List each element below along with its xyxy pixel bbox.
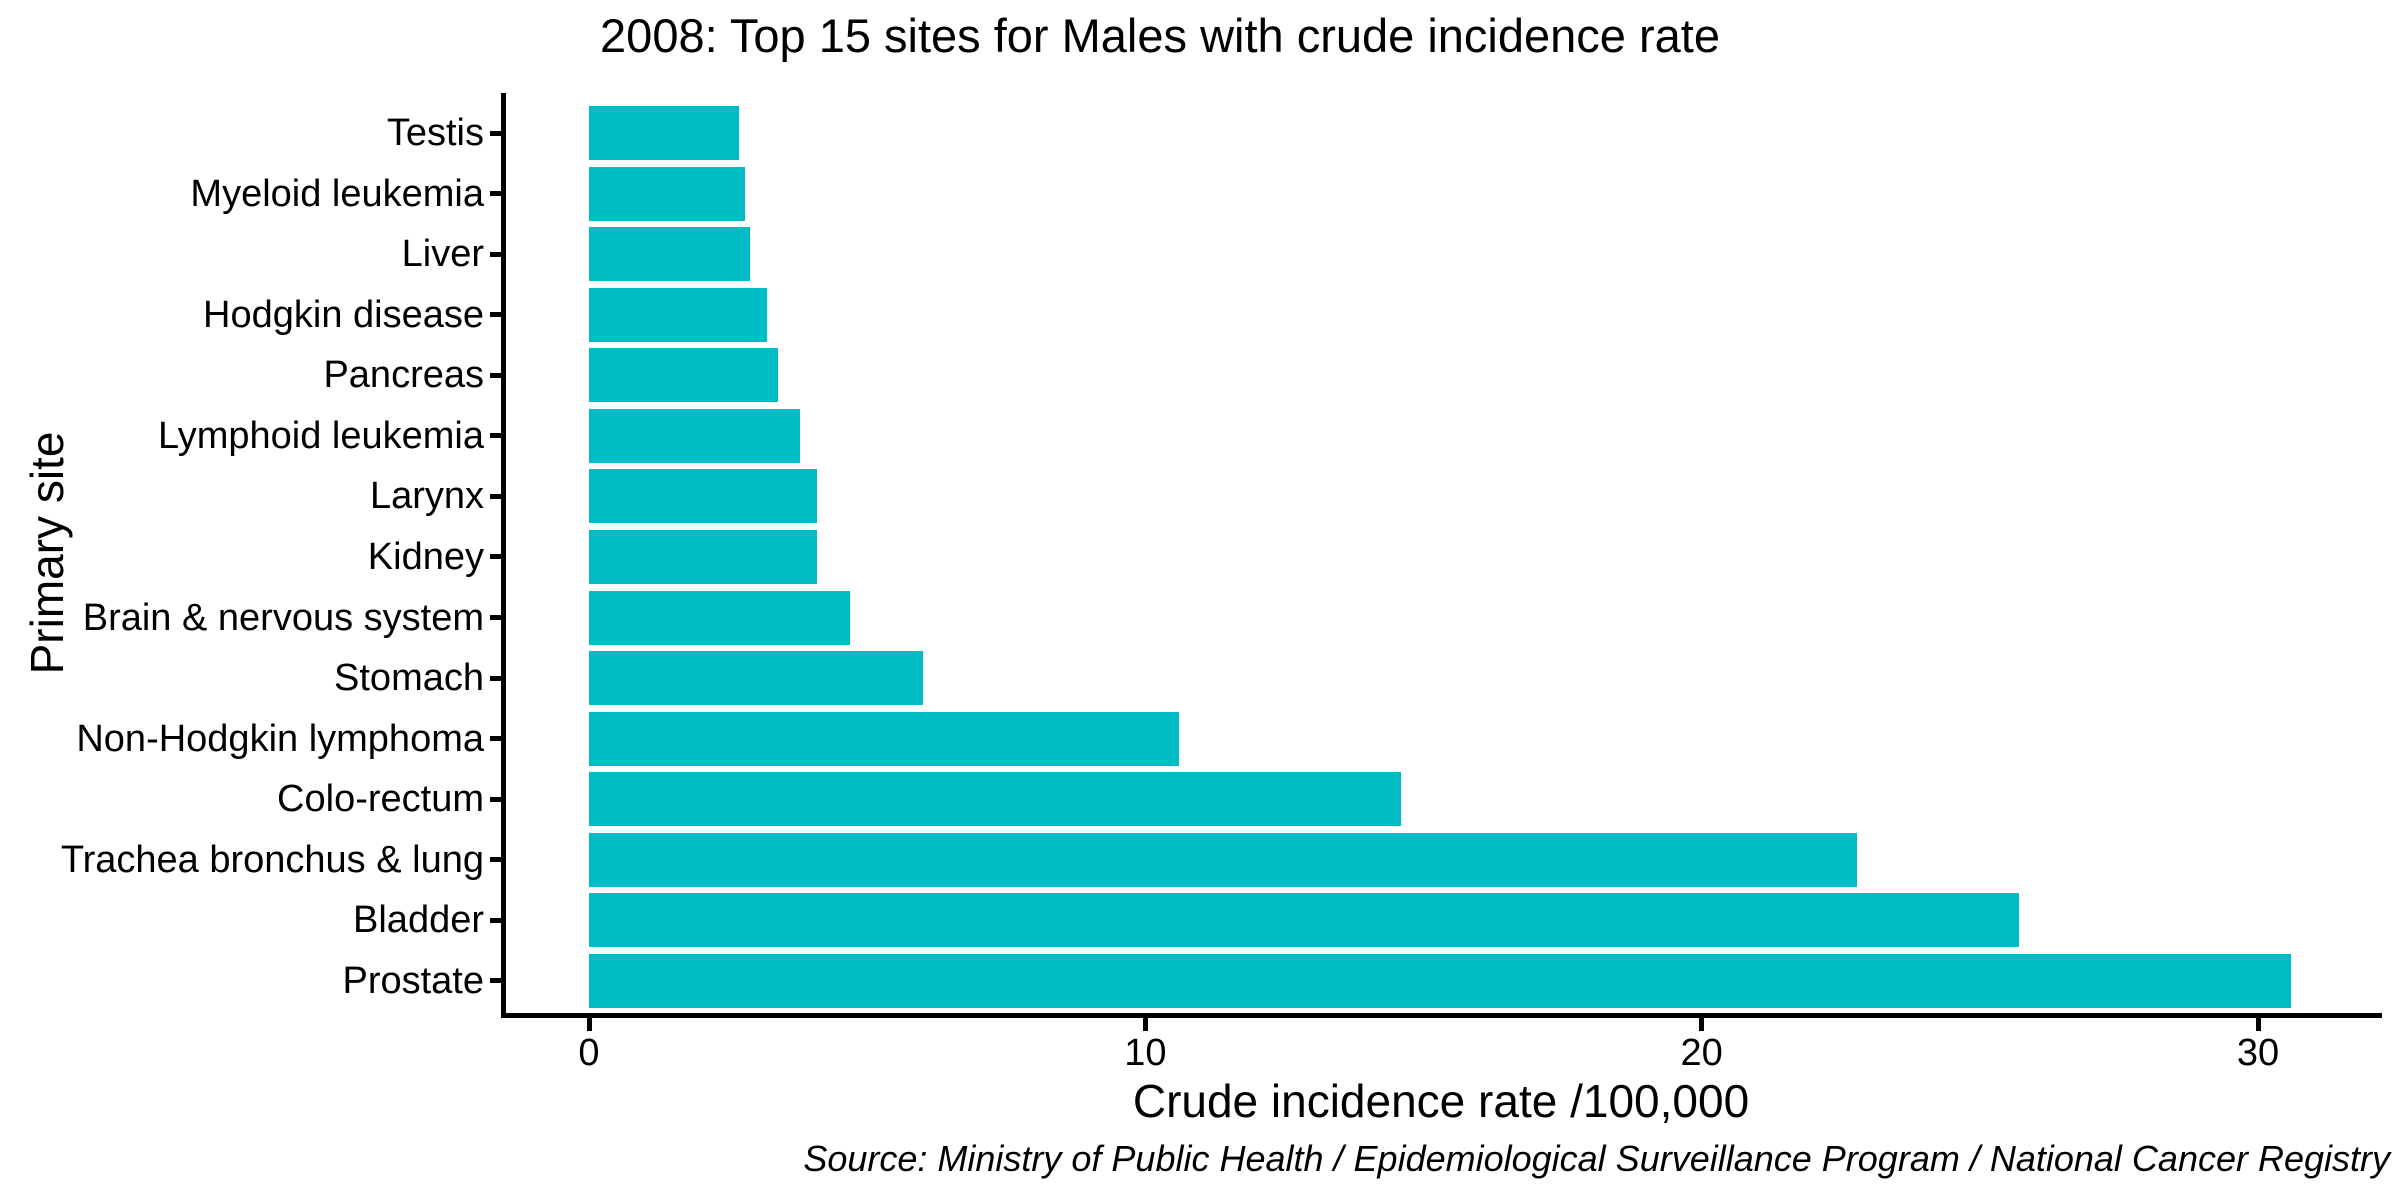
x-tick: [1699, 1018, 1705, 1031]
bar: [589, 529, 818, 584]
x-tick: [2255, 1018, 2261, 1031]
category-label: Bladder: [353, 899, 484, 942]
source-note: Source: Ministry of Public Health / Epid…: [803, 1138, 2390, 1179]
chart-title: 2008: Top 15 sites for Males with crude …: [600, 9, 1720, 62]
x-tick-label: 20: [1680, 1032, 1723, 1074]
y-tick: [490, 554, 502, 560]
y-tick: [490, 191, 502, 197]
bar: [589, 287, 768, 342]
bar: [589, 106, 740, 160]
category-label: Prostate: [342, 959, 484, 1002]
x-axis-line: [501, 1013, 2382, 1018]
bar: [589, 953, 2292, 1008]
y-tick: [490, 433, 502, 439]
x-tick-label: 30: [2236, 1032, 2280, 1074]
y-tick: [490, 130, 502, 136]
bar: [589, 590, 851, 645]
y-tick: [490, 978, 502, 984]
y-tick: [490, 796, 502, 802]
category-label: Brain & nervous system: [82, 596, 484, 639]
y-tick: [490, 675, 502, 681]
y-tick: [490, 493, 502, 499]
bar: [589, 227, 751, 282]
category-label: Lymphoid leukemia: [158, 414, 484, 457]
y-tick: [490, 857, 502, 863]
bar: [589, 348, 779, 403]
bar: [589, 893, 2019, 948]
category-label: Hodgkin disease: [203, 293, 484, 336]
category-label: Stomach: [334, 657, 484, 700]
category-label: Kidney: [367, 535, 484, 578]
bar: [589, 832, 1858, 887]
y-tick: [490, 736, 502, 742]
bar: [589, 711, 1179, 766]
category-label: Non-Hodgkin lymphoma: [76, 717, 484, 760]
bar: [589, 469, 818, 524]
category-label: Testis: [386, 112, 484, 154]
category-label: Myeloid leukemia: [190, 172, 484, 215]
category-label: Trachea bronchus & lung: [60, 838, 484, 881]
category-label: Larynx: [369, 475, 484, 518]
bar: [589, 408, 801, 463]
category-label: Pancreas: [323, 354, 484, 397]
bar: [589, 166, 745, 221]
x-tick-label: 0: [578, 1032, 600, 1074]
y-tick: [490, 372, 502, 378]
y-tick: [490, 312, 502, 318]
bar: [589, 651, 923, 706]
y-axis-line: [501, 93, 506, 1018]
y-tick: [490, 917, 502, 923]
x-axis-title: Crude incidence rate /100,000: [1132, 1075, 1750, 1127]
y-tick: [490, 615, 502, 621]
bar: [589, 772, 1402, 827]
category-label: Liver: [401, 233, 484, 276]
category-label: Colo-rectum: [277, 778, 484, 821]
x-tick: [1142, 1018, 1148, 1031]
x-tick: [586, 1018, 592, 1031]
y-tick: [490, 251, 502, 257]
x-tick-label: 10: [1124, 1032, 1167, 1074]
